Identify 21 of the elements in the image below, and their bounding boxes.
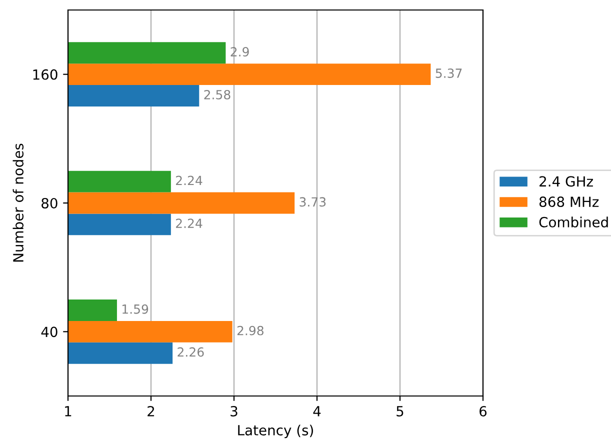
legend-label: 2.4 GHz [540,176,593,187]
y-tick-label: 40 [41,326,58,338]
x-tick-label: 3 [230,406,238,416]
x-tick-label: 4 [313,406,321,416]
data-label: 1.59 [122,304,148,314]
y-tick-label: 80 [42,198,58,208]
data-label: 5.37 [436,68,462,78]
x-tick-label: 2 [148,406,154,416]
y-axis-title: Number of nodes [12,144,24,262]
legend-label: Combined [539,216,608,228]
data-label: 2.24 [176,218,202,228]
legend-label: 868 MHz [539,196,599,208]
y-tick-label: 160 [33,69,58,80]
data-label: 2.58 [204,90,230,100]
data-label: 2.24 [176,176,202,186]
x-tick-label: 5 [396,406,404,416]
data-label: 2.98 [237,326,264,336]
x-tick-label: 6 [480,406,487,416]
data-label: 2.26 [178,347,204,357]
x-axis-title: Latency (s) [238,424,313,438]
x-tick-label: 1 [65,406,72,416]
